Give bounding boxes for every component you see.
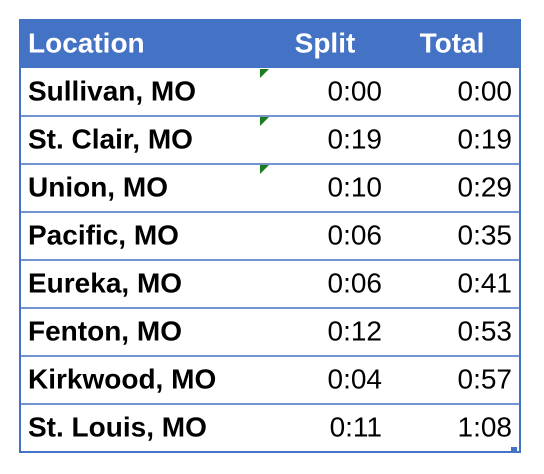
split-cell: 0:04 xyxy=(328,363,383,394)
split-cell: 0:12 xyxy=(328,315,383,346)
total-cell: 0:35 xyxy=(458,219,513,250)
header-fill xyxy=(20,20,520,68)
location-cell: Union, MO xyxy=(28,171,168,202)
error-indicator xyxy=(260,69,269,78)
header-cell: Total xyxy=(420,27,485,58)
split-cell: 0:06 xyxy=(328,219,383,250)
total-cell: 0:19 xyxy=(458,123,513,154)
table-border xyxy=(19,19,521,453)
location-cell: Sullivan, MO xyxy=(28,75,196,106)
total-cell: 0:57 xyxy=(458,363,513,394)
location-cell: Fenton, MO xyxy=(28,315,182,346)
total-cell: 0:00 xyxy=(458,75,513,106)
location-cell: St. Louis, MO xyxy=(28,411,207,442)
total-cell: 0:29 xyxy=(458,171,513,202)
location-cell: Pacific, MO xyxy=(28,219,179,250)
header-cell: Split xyxy=(295,27,356,58)
error-indicators xyxy=(260,69,269,174)
total-cell: 1:08 xyxy=(458,411,513,442)
error-indicator xyxy=(260,117,269,126)
error-indicator xyxy=(260,165,269,174)
split-cell: 0:06 xyxy=(328,267,383,298)
header-cell: Location xyxy=(28,27,145,58)
split-cell: 0:19 xyxy=(328,123,383,154)
total-cell: 0:41 xyxy=(458,267,513,298)
location-cell: Eureka, MO xyxy=(28,267,182,298)
split-cell: 0:10 xyxy=(328,171,383,202)
location-cell: St. Clair, MO xyxy=(28,123,193,154)
split-cell: 0:11 xyxy=(330,411,382,442)
resize-handle xyxy=(511,447,517,453)
total-cell: 0:53 xyxy=(458,315,513,346)
split-cell: 0:00 xyxy=(328,75,383,106)
location-cell: Kirkwood, MO xyxy=(28,363,216,394)
